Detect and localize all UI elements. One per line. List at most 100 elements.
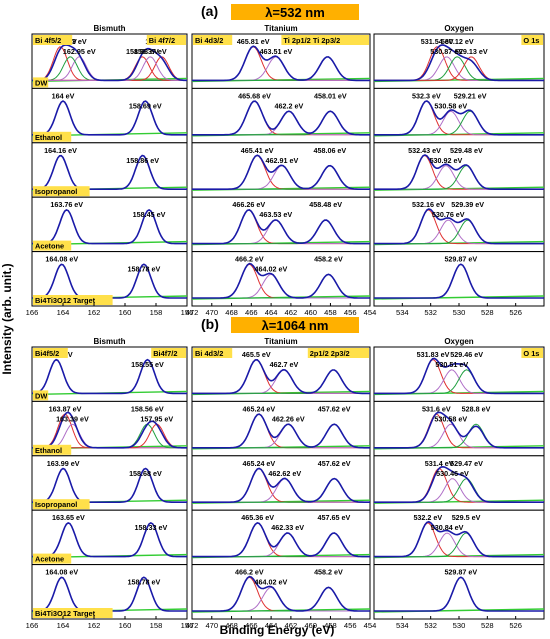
x-tick-label: 526 [509, 621, 522, 630]
sample-tag [33, 295, 113, 305]
peak-label: 157.95 eV [140, 414, 173, 423]
peak-label: 529.21 eV [454, 91, 487, 100]
subplot: 465.68 eV 462.2 eV 458.01 eV [191, 87, 371, 144]
sample-tag [33, 499, 90, 510]
peak-label: 457.62 eV [318, 404, 351, 413]
peak-label: 530.58 eV [434, 414, 467, 423]
peak-label: 458.06 eV [313, 146, 346, 155]
fit-envelope [192, 575, 370, 612]
peak-label: 457.62 eV [318, 459, 351, 468]
x-tick-label: 532 [424, 621, 437, 630]
peak-label: 532.16 eV [412, 200, 445, 209]
peak-label: 530.46 eV [436, 469, 469, 478]
sample-label: Acetone [35, 555, 64, 564]
sample-tag [33, 131, 72, 142]
x-tick-label: 472 [186, 308, 199, 317]
fit-envelope [192, 467, 370, 503]
fit-envelope [31, 358, 187, 395]
corner-label-right: O 1s [523, 349, 539, 358]
peak-label: 164 eV [52, 91, 75, 100]
peak-label: 464.02 eV [255, 265, 288, 274]
x-tick-label: 160 [119, 308, 132, 317]
sample-label: Bi4Ti3O12 Target [35, 296, 96, 305]
corner-tag-right [151, 348, 186, 358]
column-title: Oxygen [444, 24, 473, 33]
x-tick-label: 158 [150, 621, 163, 630]
peak-label: 531.54 eV [421, 37, 454, 46]
panel-title: λ=1064 nm [262, 318, 329, 333]
peak-label: 530.51 eV [435, 360, 468, 369]
peak-label: 457.65 eV [318, 513, 351, 522]
x-tick-label: 528 [481, 308, 494, 317]
fit-envelope [32, 44, 188, 82]
peak-label: 163.39 eV [56, 414, 89, 423]
corner-label-right: Ti 2p1/2 Ti 2p3/2 [283, 36, 340, 45]
peak-label: 465.24 eV [242, 459, 275, 468]
x-tick-label: 462 [285, 621, 298, 630]
peak-label: 158.45 eV [133, 210, 166, 219]
x-tick-label: 460 [304, 621, 317, 630]
column-title: Bismuth [94, 337, 126, 346]
peak-label: 465.68 eV [238, 91, 271, 100]
fit-envelope [32, 411, 187, 449]
corner-label-right: O 1s [523, 36, 539, 45]
peak-label: 530.76 eV [432, 210, 465, 219]
peak-label: 158.33 eV [134, 523, 167, 532]
peak-label: 529.87 eV [444, 568, 477, 577]
sample-label: Isopropanol [35, 500, 77, 509]
peak-label: 463.53 eV [259, 210, 292, 219]
subplot: 164.16 eV 158.86 eV Isopropanol [31, 142, 188, 198]
x-tick-label: 530 [453, 308, 466, 317]
fit-envelope [192, 100, 370, 136]
peak-label: 530.58 eV [434, 101, 467, 110]
peak-label: 158.55 eV [131, 360, 164, 369]
fit-envelope [374, 576, 544, 612]
peak-label: 462.62 eV [268, 469, 301, 478]
corner-tag-right [521, 35, 543, 45]
x-tick-label: 162 [88, 621, 101, 630]
x-tick-label: 472 [186, 621, 199, 630]
peak-label: 529.39 eV [451, 200, 484, 209]
sample-tag [33, 444, 72, 455]
peak-label: 164.16 eV [44, 146, 77, 155]
peak-label: 529.13 eV [455, 47, 488, 56]
peak-label: 465.5 eV [242, 350, 271, 359]
peak-label: 466.2 eV [235, 255, 264, 264]
peak-label: 458.48 eV [309, 200, 342, 209]
corner-tag-right [307, 348, 369, 358]
peak-label: 529.87 eV [444, 255, 477, 264]
peak-label: 466.26 eV [232, 200, 265, 209]
peak-label: 463.51 eV [260, 47, 293, 56]
peak-label: 530.12 eV [441, 37, 474, 46]
peak-label: 462.33 eV [271, 523, 304, 532]
corner-label-right: 2p1/2 2p3/2 [310, 349, 350, 358]
sample-label: Ethanol [35, 446, 62, 455]
corner-label-left: Bi4f5/2 [35, 349, 59, 358]
sample-tag [33, 186, 90, 197]
x-tick-label: 464 [265, 308, 278, 317]
x-tick-label: 160 [119, 621, 132, 630]
fit-envelope [192, 209, 370, 245]
fit-envelope [374, 208, 544, 245]
peak-label: 465.41 eV [241, 146, 274, 155]
peak-label: 462.7 eV [270, 360, 299, 369]
fit-envelope [32, 100, 187, 136]
subplot: 163.99 eV 158.68 eV Isopropanol [31, 455, 188, 511]
panel-title: λ=532 nm [265, 5, 325, 20]
peak-label: 458.2 eV [314, 255, 343, 264]
x-tick-label: 468 [225, 308, 238, 317]
peak-label: 531.83 eV [417, 350, 450, 359]
title-banner [231, 317, 359, 333]
peak-label: 462.26 eV [272, 414, 305, 423]
